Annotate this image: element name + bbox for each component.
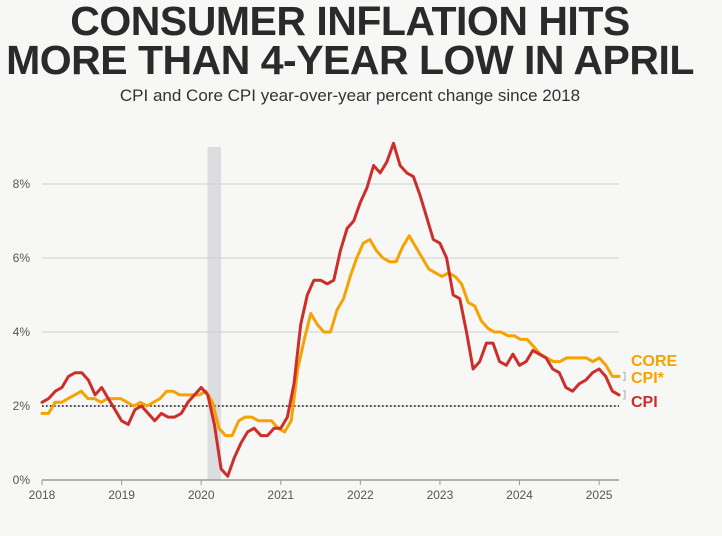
x-tick-label: 2019 <box>108 488 135 502</box>
title-line-1: CONSUMER INFLATION HITS <box>70 0 630 44</box>
x-tick-label: 2018 <box>29 488 56 502</box>
y-tick-label: 0% <box>13 473 31 487</box>
x-tick-label: 2020 <box>188 488 215 502</box>
cpi-series-line <box>40 141 621 478</box>
chart-subtitle: CPI and Core CPI year-over-year percent … <box>119 86 581 105</box>
x-tick-label: 2021 <box>267 488 294 502</box>
x-tick-label: 2022 <box>347 488 374 502</box>
y-tick-label: 6% <box>13 251 31 265</box>
title-line-2: MORE THAN 4-YEAR LOW IN APRIL <box>6 37 694 83</box>
core-cpi-label-line2: CPI* <box>631 370 665 387</box>
y-tick-label: 2% <box>13 399 31 413</box>
cpi-label: CPI <box>631 394 658 411</box>
core-cpi-label-line1: CORE <box>631 353 678 370</box>
y-tick-label: 4% <box>13 325 31 339</box>
core-cpi-series-line <box>40 234 621 438</box>
core-cpi-label: CORE CPI* <box>631 353 678 387</box>
x-tick-label: 2025 <box>586 488 613 502</box>
x-tick-label: 2024 <box>506 488 533 502</box>
chart-title: CONSUMER INFLATION HITS MORE THAN 4-YEAR… <box>0 0 700 83</box>
x-tick-label: 2023 <box>427 488 454 502</box>
cpi-label-connector <box>623 390 626 400</box>
core-label-connector <box>623 371 626 381</box>
y-tick-label: 8% <box>13 177 31 191</box>
